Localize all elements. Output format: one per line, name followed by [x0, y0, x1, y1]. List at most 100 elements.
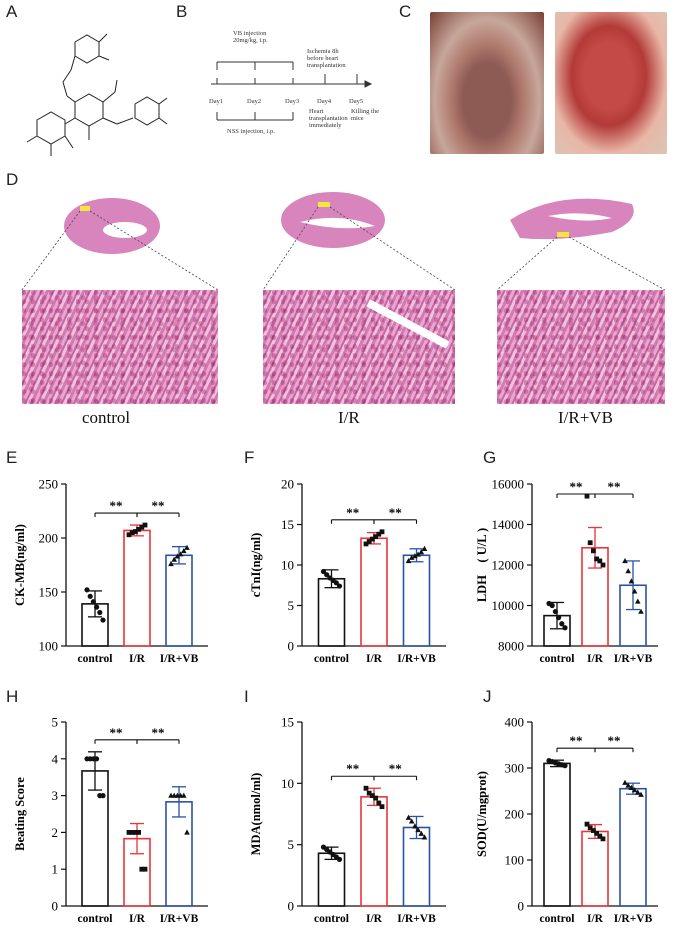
bar-ir — [581, 830, 609, 907]
data-point-ir — [136, 830, 141, 835]
killing-note: Killing the mice — [351, 108, 379, 122]
chart-beating-score: 0 1 2 3 4 5 Beating Score control I/R I/R+VB ** ** — [13, 715, 208, 925]
data-point-control — [333, 580, 339, 586]
chart-ck-mb: 100 150 200 250 CK-MB(ng/ml) control I/R I/R+VB… — [13, 477, 208, 665]
y-tick-label: 4 — [52, 751, 59, 766]
bar-ir — [360, 796, 388, 907]
bar-ir — [360, 537, 388, 647]
y-tick-label: 5 — [288, 598, 295, 613]
panel-letter-b: B — [176, 2, 188, 21]
histology-overview-row — [21, 192, 666, 291]
data-point-ir — [584, 821, 590, 827]
significance-stars: ** — [152, 498, 165, 513]
x-tick-label: I/R — [366, 913, 383, 925]
data-point-ir — [370, 793, 375, 798]
bar-control — [543, 762, 571, 907]
data-point-ir — [587, 540, 593, 546]
y-tick-label: 1 — [52, 862, 59, 877]
data-point-irvb — [421, 834, 428, 840]
x-tick-label: I/R — [129, 913, 146, 925]
y-tick-label: 10000 — [492, 598, 525, 613]
data-point-ir — [133, 830, 138, 835]
x-tick-label: control — [78, 653, 113, 665]
y-tick-label: 100 — [39, 639, 59, 654]
data-point-ir — [591, 828, 596, 833]
data-point-ir — [587, 825, 593, 831]
data-point-control — [100, 793, 106, 799]
data-point-irvb — [408, 818, 415, 824]
significance-stars: ** — [570, 733, 583, 748]
y-tick-label: 12000 — [492, 558, 525, 573]
bar-irvb — [165, 554, 193, 647]
significance-stars: ** — [389, 505, 402, 520]
day5-label: Day5 — [349, 98, 364, 105]
x-tick-label: control — [78, 913, 113, 925]
y-tick-label: 300 — [505, 761, 525, 776]
data-point-irvb — [628, 784, 635, 790]
data-point-irvb — [622, 779, 628, 785]
data-point-ir — [600, 836, 606, 842]
vb-injection-note: VB injection 20mg/kg, i.p. — [233, 30, 268, 44]
data-point-ir — [366, 539, 372, 544]
data-point-irvb — [171, 556, 177, 562]
y-tick-label: 8000 — [498, 639, 524, 654]
data-point-control — [559, 621, 565, 627]
data-point-irvb — [405, 557, 412, 564]
significance-stars: ** — [110, 498, 123, 513]
data-point-control — [552, 608, 558, 615]
x-tick-label: control — [540, 653, 575, 665]
y-tick-label: 5 — [288, 837, 295, 852]
data-point-ir — [376, 800, 382, 806]
panel-letter-d: D — [6, 170, 19, 189]
data-point-control — [549, 602, 555, 609]
panel-letter-i: I — [244, 687, 249, 706]
y-tick-label: 10 — [281, 776, 294, 791]
surgery-photo-2 — [555, 12, 667, 154]
panel-letter-e: E — [6, 448, 18, 467]
data-point-ir — [142, 866, 148, 872]
panel-letter-h: H — [6, 687, 19, 706]
y-tick-label: 150 — [39, 585, 59, 600]
data-point-ir — [126, 830, 132, 835]
y-tick-label: 0 — [52, 899, 59, 914]
data-point-ir — [379, 529, 385, 535]
data-point-irvb — [421, 545, 428, 551]
data-point-ir — [376, 531, 382, 537]
y-tick-label: 14000 — [492, 517, 525, 532]
data-point-control — [336, 856, 343, 862]
chart-sod: 0 100 200 300 400 SOD(U/mgprot) control I/R I/R+… — [475, 715, 658, 925]
x-tick-label: I/R+VB — [160, 653, 199, 665]
data-point-ir — [597, 558, 603, 564]
data-point-irvb — [181, 547, 187, 554]
y-tick-label: 0 — [288, 639, 295, 654]
x-tick-label: control — [540, 913, 575, 925]
y-tick-label: 100 — [505, 853, 525, 868]
timeline-lines — [211, 61, 373, 121]
data-point-irvb — [412, 553, 418, 559]
chemical-structure-image — [26, 33, 168, 156]
data-point-ir — [129, 830, 135, 835]
significance-stars: ** — [346, 505, 359, 520]
y-axis-label: cTnI(ng/ml) — [249, 533, 263, 598]
data-point-control — [94, 604, 100, 610]
y-tick-label: 3 — [52, 788, 59, 803]
data-point-irvb — [405, 814, 412, 820]
data-point-irvb — [415, 826, 421, 833]
data-point-irvb — [638, 608, 644, 614]
x-tick-label: I/R+VB — [614, 913, 653, 925]
panel-letter-j: J — [483, 687, 492, 706]
chart-ctni: 0 5 10 15 20 cTnI(ng/ml) control I/R I/R+VB ** ** — [249, 477, 446, 665]
x-tick-label: I/R+VB — [397, 653, 436, 665]
data-point-control — [562, 625, 568, 631]
y-tick-label: 5 — [52, 715, 59, 730]
data-point-irvb — [625, 568, 631, 574]
histology-zoom-ir — [263, 290, 455, 404]
histology-zoom-control — [22, 290, 218, 404]
data-point-irvb — [168, 560, 174, 567]
data-point-ir — [600, 562, 606, 568]
data-point-ir — [142, 522, 148, 528]
significance-stars: ** — [570, 479, 583, 494]
heart-lumen-control — [103, 222, 147, 238]
data-point-irvb — [638, 791, 644, 797]
y-tick-label: 15 — [281, 517, 294, 532]
